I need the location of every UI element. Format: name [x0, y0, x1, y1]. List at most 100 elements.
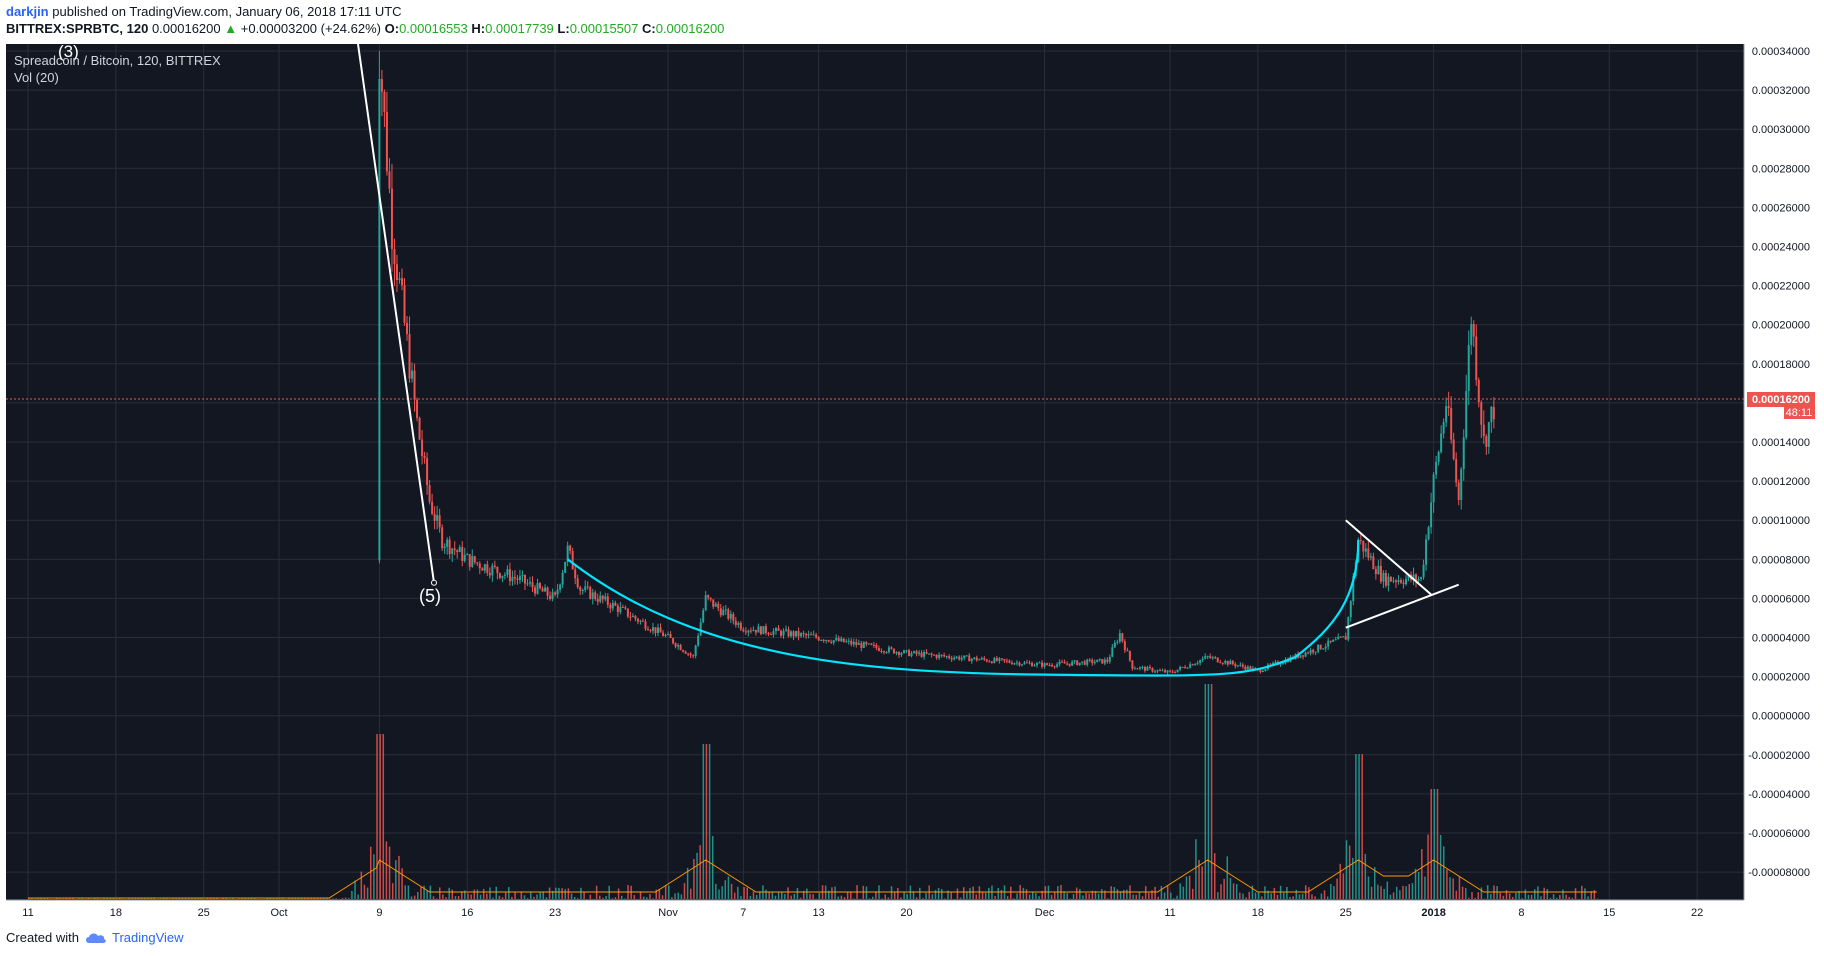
candle-body — [747, 630, 750, 633]
volume-bar — [1537, 886, 1539, 899]
candle-body — [707, 595, 710, 598]
author-link[interactable]: darkjin — [6, 4, 49, 19]
volume-bar — [1417, 872, 1420, 899]
candle-body — [639, 620, 642, 622]
candle-body — [1229, 660, 1232, 665]
volume-bar — [1079, 889, 1081, 899]
time-tick-label: 25 — [1340, 907, 1352, 919]
candle-body — [388, 171, 391, 189]
volume-bar — [664, 885, 667, 899]
volume-bar — [1038, 896, 1040, 899]
volume-bar — [1574, 888, 1577, 899]
volume-bar — [1496, 886, 1498, 899]
tradingview-link[interactable]: TradingView — [85, 930, 184, 945]
candle-body — [1282, 663, 1284, 665]
volume-bar — [1088, 893, 1090, 899]
volume-bar — [1035, 893, 1037, 899]
volume-bar — [388, 846, 391, 899]
candle-body — [782, 630, 785, 636]
candle-body — [1051, 664, 1054, 667]
volume-bar — [1427, 834, 1429, 899]
candle-body — [1201, 658, 1204, 661]
candle-body — [1352, 576, 1355, 602]
volume-bar — [1518, 890, 1520, 899]
candle-body — [1334, 639, 1337, 641]
volume-bar — [1223, 878, 1225, 899]
candle-body — [513, 576, 516, 579]
candle-body — [825, 640, 828, 642]
volume-bar — [1289, 896, 1291, 899]
volume-bar — [1358, 754, 1360, 899]
candle-body — [1153, 671, 1156, 673]
volume-bar — [439, 887, 441, 899]
last-price: 0.00016200 — [151, 21, 221, 36]
candle-body — [928, 653, 931, 655]
time-tick-label: 2018 — [1421, 907, 1445, 919]
volume-bar — [1251, 885, 1254, 899]
volume-bar — [1342, 873, 1345, 899]
candle-body — [1392, 580, 1395, 582]
candle-body — [923, 652, 926, 657]
candle-body — [870, 643, 873, 645]
candle-body — [1470, 323, 1473, 345]
candle-body — [636, 618, 639, 622]
candle-body — [1407, 574, 1410, 579]
candle-body — [1073, 660, 1076, 662]
candle-body — [599, 595, 602, 602]
candle-body — [1342, 636, 1345, 638]
price-chart[interactable]: (3) (5) Spreadcoin / Bitcoin, 120, BITTR… — [0, 0, 1824, 925]
candle-body — [629, 616, 632, 618]
volume-bar — [266, 898, 268, 899]
volume-ma-line — [28, 859, 1597, 899]
candle-body — [554, 592, 557, 595]
volume-bar — [56, 898, 58, 899]
candle-body — [1098, 659, 1101, 661]
volume-bar — [1584, 888, 1586, 899]
price-axis[interactable] — [1744, 44, 1824, 900]
time-tick-label: Dec — [1035, 907, 1055, 919]
volume-bar — [1508, 893, 1511, 899]
candle-body — [458, 547, 461, 552]
candle-body — [1020, 664, 1023, 666]
candle-body — [714, 603, 717, 607]
candle-body — [960, 658, 963, 660]
volume-bar — [743, 886, 745, 899]
candle-body — [965, 655, 968, 657]
candle-body — [566, 545, 569, 562]
candle-body — [980, 658, 983, 660]
candle-body — [601, 595, 604, 600]
time-tick-label: 20 — [900, 907, 912, 919]
volume-bar — [1571, 897, 1574, 899]
candle-body — [1324, 646, 1327, 649]
volume-bar — [1151, 890, 1153, 899]
candle-body — [1344, 636, 1347, 640]
candle-body — [1151, 667, 1154, 672]
volume-bar — [1345, 840, 1348, 899]
volume-bar — [539, 892, 541, 899]
volume-bar — [799, 897, 802, 899]
volume-bar — [253, 898, 256, 899]
time-axis-ticks[interactable]: 11 18 25 Oct 9 16 23 Nov 7 13 20 Dec 11 18 25 2018 8 15 22 — [22, 907, 1703, 919]
candle-body — [800, 633, 803, 637]
volume-bar — [614, 897, 617, 899]
volume-bar — [646, 897, 648, 899]
candle-body — [1402, 582, 1405, 585]
candle-body — [546, 587, 549, 596]
volume-bar — [112, 898, 115, 899]
volume-bar — [661, 895, 664, 899]
volume-bar — [620, 895, 623, 899]
candle-body — [785, 629, 788, 631]
candle-body — [1081, 661, 1084, 663]
volume-bar — [1430, 789, 1432, 899]
volume-bar — [486, 893, 488, 899]
volume-bar — [511, 896, 513, 899]
candle-body — [1171, 671, 1174, 673]
time-tick-label: 13 — [813, 907, 825, 919]
candle-body — [1397, 579, 1400, 582]
candle-body — [742, 629, 745, 632]
volume-bar — [1032, 891, 1034, 899]
candle-body — [511, 576, 514, 582]
volume-bar — [495, 886, 497, 899]
candle-body — [682, 650, 685, 652]
candle-body — [792, 631, 795, 637]
